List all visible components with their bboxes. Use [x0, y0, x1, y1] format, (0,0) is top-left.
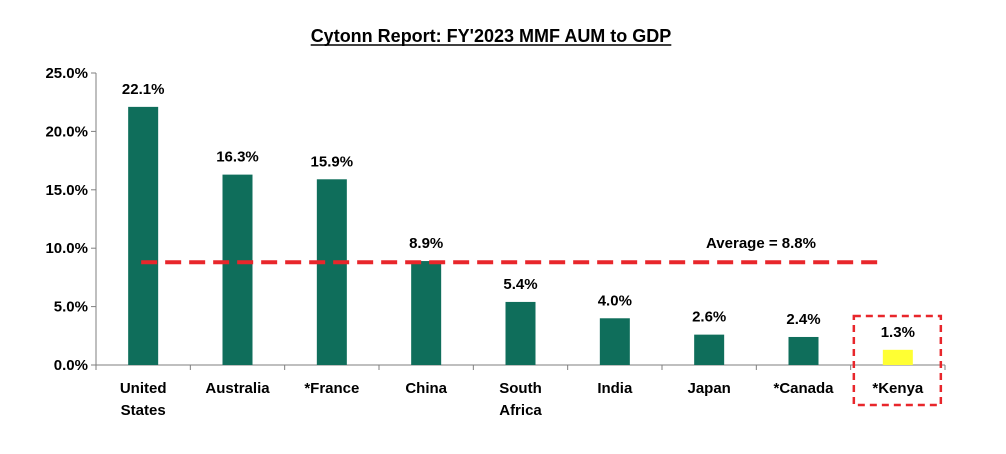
- data-label: 4.0%: [598, 292, 632, 309]
- average-label: Average = 8.8%: [706, 235, 816, 252]
- x-tick-label: United States: [120, 380, 167, 419]
- data-label: 2.6%: [692, 309, 726, 326]
- y-tick-label: 15.0%: [45, 182, 88, 199]
- x-tick-label: Australia: [205, 380, 270, 397]
- chart-title: Cytonn Report: FY'2023 MMF AUM to GDP: [311, 26, 672, 46]
- bar-canada: [788, 336, 819, 365]
- y-axis: 0.0% 5.0% 10.0% 15.0% 20.0% 25.0%: [45, 65, 97, 374]
- bar-united-states: [128, 106, 159, 365]
- y-tick-label: 20.0%: [45, 123, 88, 140]
- y-tick-label: 5.0%: [54, 299, 88, 316]
- x-tick-label: *Kenya: [872, 380, 924, 397]
- y-tick-label: 10.0%: [45, 240, 88, 257]
- highlight-box: [852, 314, 943, 407]
- x-tick-label: China: [405, 380, 447, 397]
- data-label: 5.4%: [503, 276, 537, 293]
- x-tick-label: *France: [304, 380, 359, 397]
- data-label: 15.9%: [311, 153, 354, 170]
- data-label: 8.9%: [409, 235, 443, 252]
- data-labels: 22.1% 16.3% 15.9% 8.9% 5.4% 4.0% 2.6% 2.4% 1.3%: [122, 81, 915, 341]
- x-axis: United States Australia *France China South Af…: [95, 364, 946, 419]
- bar-south-africa: [505, 301, 536, 365]
- bar-india: [599, 318, 630, 365]
- data-label: 22.1%: [122, 81, 165, 98]
- data-label: 16.3%: [216, 149, 259, 166]
- highlight-box-group: [852, 314, 943, 407]
- bar-australia: [222, 174, 253, 365]
- y-tick-label: 25.0%: [45, 65, 88, 82]
- data-label: 2.4%: [786, 311, 820, 328]
- average-line-group: Average = 8.8%: [141, 235, 878, 265]
- x-tick-label: Japan: [687, 380, 730, 397]
- bar-kenya: [882, 349, 913, 365]
- bar-japan: [694, 334, 725, 365]
- bar-china: [411, 261, 442, 365]
- bars: [128, 106, 913, 365]
- x-tick-label: *Canada: [773, 380, 834, 397]
- x-tick-label: India: [597, 380, 633, 397]
- bar-france: [316, 179, 347, 365]
- data-label: 1.3%: [881, 324, 915, 341]
- x-tick-label: South Africa: [499, 380, 542, 419]
- y-tick-label: 0.0%: [54, 357, 88, 374]
